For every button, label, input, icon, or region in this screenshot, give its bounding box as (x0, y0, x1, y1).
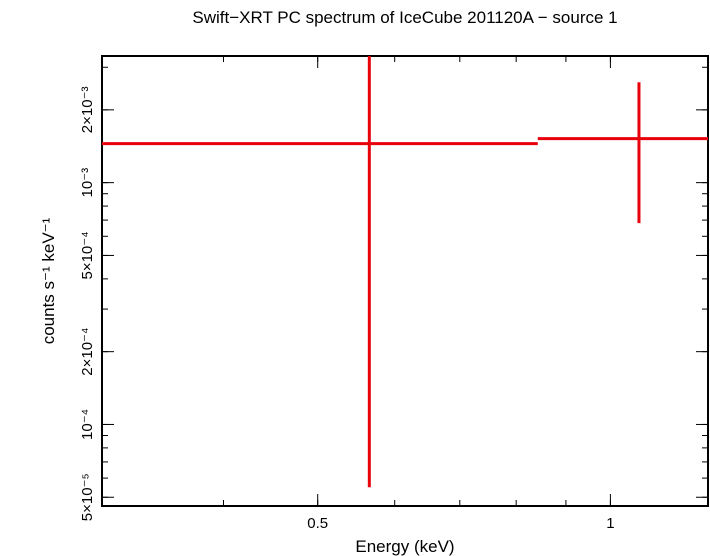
y-axis-label: counts s⁻¹ keV⁻¹ (39, 217, 58, 344)
x-tick-label: 1 (606, 515, 614, 532)
y-tick-label: 2×10⁻⁴ (79, 328, 96, 376)
x-axis-tick-labels: 0.5 1 (307, 515, 614, 532)
y-tick-label: 5×10⁻⁵ (79, 473, 96, 521)
x-axis-label: Energy (keV) (355, 537, 454, 556)
x-axis-ticks (101, 56, 611, 506)
y-tick-label: 2×10⁻³ (79, 87, 96, 134)
y-axis-ticks (102, 66, 708, 498)
chart-title: Swift−XRT PC spectrum of IceCube 201120A… (192, 8, 617, 27)
data-layer (102, 56, 708, 488)
y-tick-label: 5×10⁻⁴ (79, 231, 96, 279)
y-axis-tick-labels: 5×10⁻⁵ 10⁻⁴ 2×10⁻⁴ 5×10⁻⁴ 10⁻³ 2×10⁻³ (79, 87, 96, 522)
y-tick-label: 10⁻³ (79, 168, 96, 198)
x-tick-label: 0.5 (307, 515, 328, 532)
plot-frame (101, 55, 709, 507)
y-tick-label: 10⁻⁴ (79, 409, 96, 440)
